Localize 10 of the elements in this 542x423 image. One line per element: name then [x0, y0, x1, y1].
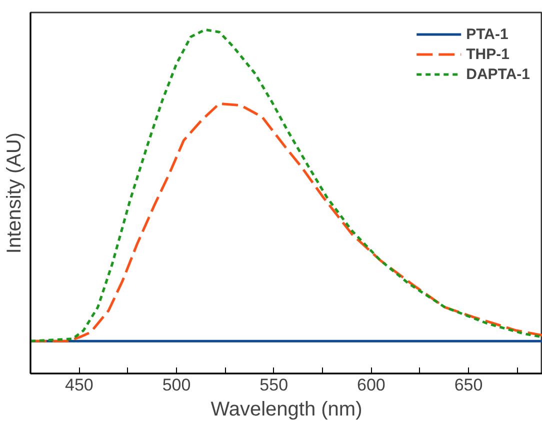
y-axis-title: Intensity (AU): [4, 132, 26, 254]
x-tick-label: 650: [454, 376, 483, 394]
legend-label: THP-1: [466, 46, 510, 62]
legend-label: DAPTA-1: [466, 66, 530, 82]
x-tick-label: 600: [357, 376, 386, 394]
x-tick-label: 500: [162, 376, 191, 394]
legend-label: PTA-1: [466, 26, 508, 42]
x-axis-title: Wavelength (nm): [210, 398, 362, 420]
x-tick-label: 550: [260, 376, 288, 394]
x-tick-label: 450: [64, 376, 94, 394]
